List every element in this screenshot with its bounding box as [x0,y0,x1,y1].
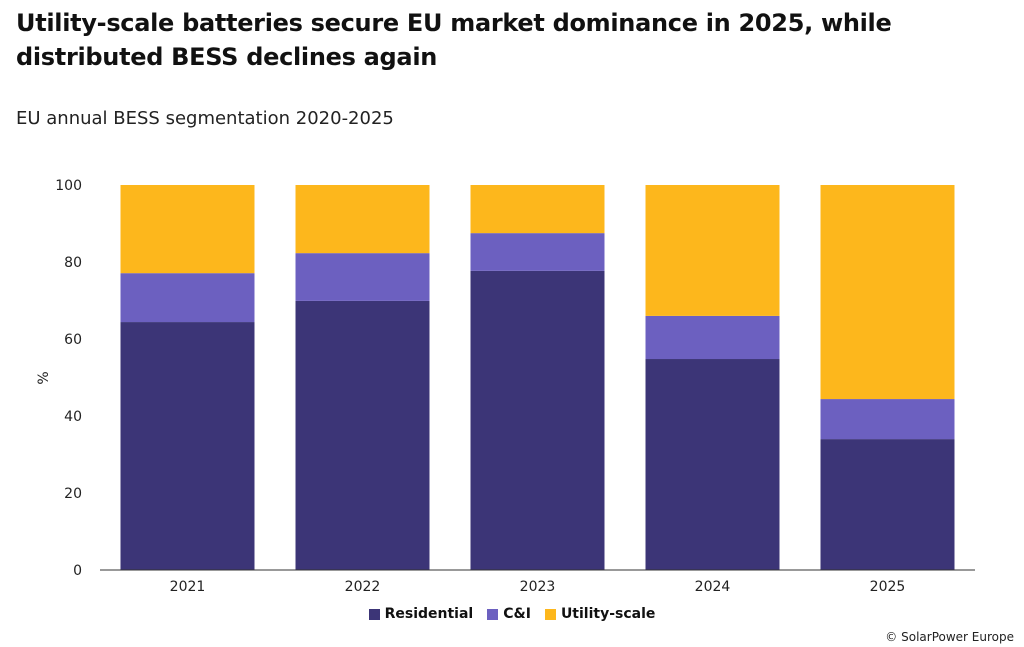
bar-c-i-2021 [120,273,255,323]
x-tick-label: 2021 [170,579,206,595]
bar-utility-scale-2023 [470,185,605,234]
bar-c-i-2022 [295,253,430,301]
bar-c-i-2024 [645,315,780,360]
y-tick-label: 0 [73,563,82,579]
bar-c-i-2025 [820,399,955,440]
bar-residential-2021 [120,322,255,570]
bar-utility-scale-2025 [820,185,955,400]
legend-item: Residential [368,606,474,622]
chart-title: Utility-scale batteries secure EU market… [16,9,892,71]
bar-residential-2024 [645,359,780,570]
legend-item: Utility-scale [544,606,656,622]
legend-label: Utility-scale [560,606,656,622]
y-tick-label: 20 [64,486,82,502]
x-tick-label: 2022 [345,579,381,595]
legend-label: Residential [384,606,474,622]
y-tick-label: 80 [64,255,82,271]
legend-label: C&I [503,606,531,622]
bar-utility-scale-2024 [645,185,780,316]
legend-swatch [544,608,556,620]
legend-swatch [368,608,380,620]
legend-swatch [487,608,499,620]
bar-c-i-2023 [470,233,605,271]
bar-residential-2025 [820,439,955,570]
y-tick-label: 40 [64,409,82,425]
credit: © SolarPower Europe [885,630,1014,644]
y-tick-label: 100 [55,178,82,194]
bar-utility-scale-2021 [120,185,255,274]
x-tick-label: 2025 [870,579,906,595]
legend-item: C&I [487,606,531,622]
bar-utility-scale-2022 [295,185,430,254]
bar-residential-2022 [295,300,430,570]
legend: Residential C&I Utility-scale [0,606,1024,622]
x-tick-label: 2023 [520,579,556,595]
y-tick-label: 60 [64,332,82,348]
bar-residential-2023 [470,270,605,570]
y-axis-label: % [36,371,52,384]
chart-subtitle: EU annual BESS segmentation 2020-2025 [16,108,394,129]
x-tick-label: 2024 [695,579,731,595]
